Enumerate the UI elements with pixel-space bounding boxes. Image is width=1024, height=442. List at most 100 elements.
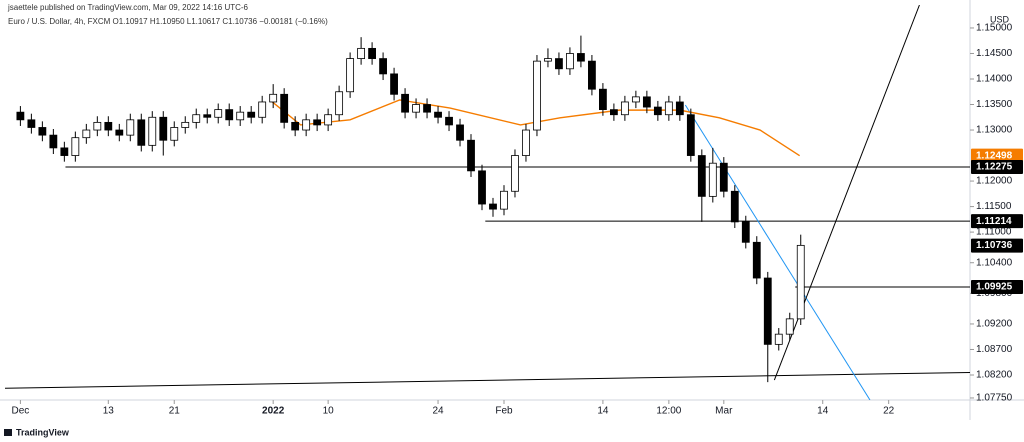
candle-body [170, 127, 179, 141]
candle-body [686, 114, 695, 156]
candle-body [642, 96, 651, 108]
candle-body [104, 121, 113, 131]
price-marker [971, 148, 1023, 163]
candle-body [181, 121, 190, 128]
price-marker-label: 1.09925 [976, 282, 1013, 293]
candle-body [599, 88, 607, 111]
candle-body [148, 116, 157, 146]
candle-body [555, 58, 563, 70]
candle-body [82, 129, 91, 139]
candle-body [93, 121, 102, 131]
price-marker-label: 1.12498 [976, 150, 1013, 161]
x-tick-label: 13 [103, 406, 115, 417]
candle-body [390, 73, 398, 95]
candle-body [478, 170, 486, 205]
candle-body [522, 129, 530, 156]
y-tick-label: 1.09200 [976, 319, 1013, 330]
y-tick-label: 1.13000 [976, 125, 1013, 136]
candle-body [115, 129, 124, 136]
candle-body [214, 109, 223, 118]
candle-body [434, 111, 442, 118]
candle-body [357, 47, 366, 59]
y-tick-label: 1.12000 [976, 176, 1013, 187]
candle-body [489, 203, 497, 210]
candle-body [456, 124, 464, 141]
candle-body [544, 58, 552, 62]
y-tick-label: 1.08200 [976, 370, 1013, 381]
candle-body [291, 121, 300, 131]
candle-body [763, 277, 772, 345]
candle-body [137, 119, 146, 146]
candle-body [785, 318, 794, 335]
candle-body [159, 116, 168, 141]
x-tick-label: 10 [323, 406, 335, 417]
candle-body [511, 155, 519, 192]
candle-body [302, 119, 311, 131]
candle-body [203, 114, 212, 118]
y-tick-label: 1.08700 [976, 344, 1013, 355]
candle-body [774, 333, 783, 345]
x-tick-label: 12:00 [656, 406, 681, 417]
candle-body [60, 147, 69, 156]
x-tick-label: 24 [432, 406, 444, 417]
candle-body [533, 60, 541, 131]
trendline [5, 371, 970, 389]
x-tick-label: 14 [597, 406, 609, 417]
candle-body [412, 104, 420, 113]
y-tick-label: 1.11000 [976, 227, 1012, 238]
candle-body [236, 111, 245, 121]
candle-body [379, 58, 387, 75]
candle-body [697, 155, 706, 197]
candle-body [225, 109, 234, 121]
price-marker [971, 214, 1023, 229]
candle-body [16, 111, 25, 121]
y-tick-label: 1.13500 [976, 99, 1013, 110]
x-tick-label: Mar [715, 406, 733, 417]
candle-body [258, 101, 267, 118]
y-tick-label: 1.10400 [976, 257, 1013, 268]
x-tick-label: 22 [883, 406, 895, 417]
candle-body [664, 101, 673, 116]
candle-body [620, 101, 629, 116]
candle-body [247, 111, 256, 118]
y-tick-label: 1.11500 [976, 201, 1012, 212]
candle-body [423, 104, 431, 113]
y-tick-label: 1.07750 [976, 393, 1013, 404]
brand: TradingView [16, 427, 70, 437]
candle-body [588, 60, 596, 90]
price-marker-label: 1.11214 [976, 216, 1012, 227]
candle-body [577, 53, 585, 62]
candle-body [280, 93, 289, 123]
candle-body [566, 53, 574, 70]
x-tick-label: 14 [817, 406, 829, 417]
candle-body [445, 116, 453, 126]
price-marker [971, 279, 1023, 294]
candle-body [269, 93, 278, 103]
candle-body [752, 241, 761, 279]
candle-body [27, 119, 36, 128]
publisher: jsaettele published on TradingView.com, … [7, 3, 249, 12]
candle-body [500, 190, 508, 210]
price-marker [971, 160, 1023, 175]
candle-body [401, 93, 409, 113]
trendline [684, 104, 871, 400]
y-tick-label: 1.14000 [976, 74, 1013, 85]
candle-body [49, 134, 58, 149]
candle-body [467, 139, 475, 172]
candle-body [730, 190, 739, 223]
x-tick-label: 21 [169, 406, 181, 417]
candle-body [346, 58, 355, 93]
x-tick-label: 2022 [262, 406, 285, 417]
candle-body [126, 119, 135, 136]
y-tick-label: 1.14500 [976, 48, 1013, 59]
candle-body [741, 221, 750, 243]
logo-icon [4, 429, 12, 436]
candle-body [675, 101, 684, 116]
candle-body [719, 162, 728, 192]
plot [5, 5, 970, 400]
candle-body [335, 91, 344, 116]
candle-body [631, 96, 640, 103]
candle-body [192, 114, 201, 123]
